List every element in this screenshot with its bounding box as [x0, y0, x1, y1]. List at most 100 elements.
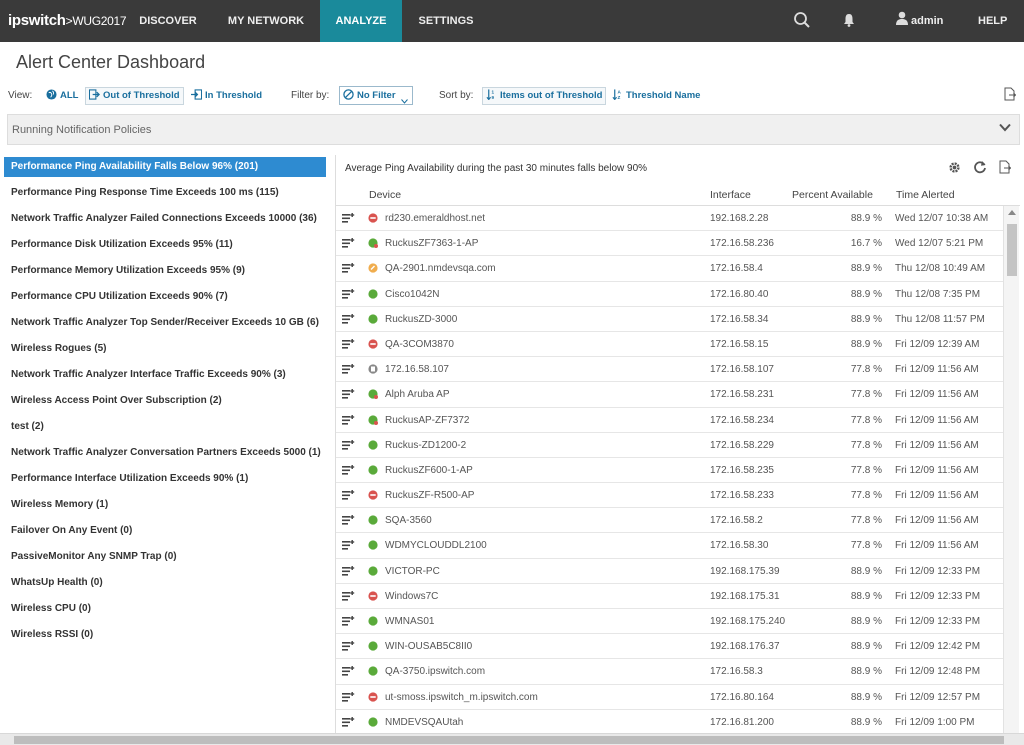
column-header-device[interactable]: Device	[369, 189, 402, 201]
device-name[interactable]: QA-2901.nmdevsqa.com	[385, 263, 496, 275]
threshold-item[interactable]: Performance Disk Utilization Exceeds 95%…	[11, 239, 233, 250]
row-menu-icon[interactable]	[341, 640, 355, 652]
vertical-scrollbar[interactable]	[1003, 206, 1019, 745]
row-menu-icon[interactable]	[341, 338, 355, 350]
table-row[interactable]: RuckusZD-3000 172.16.58.34 88.9 % Thu 12/08…	[336, 307, 1004, 332]
app-logo[interactable]: ipswitch>WUG2017	[8, 12, 127, 29]
row-menu-icon[interactable]	[341, 539, 355, 551]
export-icon[interactable]	[1004, 87, 1017, 101]
nav-my-network[interactable]: MY NETWORK	[227, 15, 305, 27]
table-row[interactable]: 172.16.58.107 172.16.58.107 77.8 % Fri 12/0…	[336, 357, 1004, 383]
device-name[interactable]: Windows7C	[385, 590, 439, 602]
threshold-item[interactable]: Performance Ping Response Time Exceeds 1…	[11, 187, 279, 198]
scrollbar-thumb[interactable]	[1007, 224, 1017, 276]
help-link[interactable]: HELP	[978, 15, 1008, 27]
table-row[interactable]: WIN-OUSAB5C8II0 192.168.176.37 88.9 % Fri 1…	[336, 634, 1004, 660]
table-row[interactable]: VICTOR-PC 192.168.175.39 88.9 % Fri 12/09 1…	[336, 559, 1004, 584]
row-menu-icon[interactable]	[341, 514, 355, 526]
table-row[interactable]: Cisco1042N 172.16.80.40 88.9 % Thu 12/08 7:…	[336, 282, 1004, 307]
user-menu[interactable]: admin	[911, 15, 944, 27]
table-row[interactable]: NMDEVSQAUtah 172.16.81.200 88.9 % Fri 12/09…	[336, 710, 1004, 735]
row-menu-icon[interactable]	[341, 665, 355, 677]
row-menu-icon[interactable]	[341, 489, 355, 501]
table-row[interactable]: ut-smoss.ipswitch_m.ipswitch.com 172.16.8…	[336, 685, 1004, 710]
row-menu-icon[interactable]	[341, 237, 355, 249]
threshold-item[interactable]: Network Traffic Analyzer Top Sender/Rece…	[11, 317, 319, 328]
row-menu-icon[interactable]	[341, 565, 355, 577]
row-menu-icon[interactable]	[341, 716, 355, 728]
device-name[interactable]: QA-3750.ipswitch.com	[385, 666, 486, 678]
device-name[interactable]: ut-smoss.ipswitch_m.ipswitch.com	[385, 691, 538, 703]
row-menu-icon[interactable]	[341, 439, 355, 451]
threshold-item[interactable]: Wireless Rogues (5)	[11, 343, 107, 354]
row-menu-icon[interactable]	[341, 363, 355, 375]
device-name[interactable]: rd230.emeraldhost.net	[385, 213, 486, 224]
bell-icon[interactable]	[843, 13, 855, 30]
table-row[interactable]: WMNAS01 192.168.175.240 88.9 % Fri 12/09 12…	[336, 609, 1004, 635]
chevron-down-icon[interactable]	[999, 123, 1011, 135]
row-menu-icon[interactable]	[341, 590, 355, 602]
row-menu-icon[interactable]	[341, 414, 355, 426]
threshold-item[interactable]: Performance CPU Utilization Exceeds 90% …	[11, 291, 228, 302]
gear-icon[interactable]	[948, 161, 961, 177]
threshold-item[interactable]: Performance Interface Utilization Exceed…	[11, 473, 249, 484]
sort-threshold-name-button[interactable]: A Z Threshold Name	[608, 87, 704, 105]
device-name[interactable]: Ruckus-ZD1200-2	[385, 439, 467, 451]
threshold-item[interactable]: test (2)	[11, 421, 44, 432]
device-name[interactable]: 172.16.58.107	[385, 364, 449, 376]
view-all-button[interactable]: ALL	[42, 87, 82, 105]
row-menu-icon[interactable]	[341, 691, 355, 703]
device-name[interactable]: WMNAS01	[385, 616, 435, 627]
table-row[interactable]: Ruckus-ZD1200-2 172.16.58.229 77.8 % Fri 12…	[336, 433, 1004, 458]
threshold-item[interactable]: Wireless RSSI (0)	[11, 629, 94, 640]
table-row[interactable]: RuckusAP-ZF7372 172.16.58.234 77.8 % Fri 12…	[336, 408, 1004, 433]
table-row[interactable]: QA-3750.ipswitch.com 172.16.58.3 88.9 % Fri…	[336, 659, 1004, 685]
threshold-item[interactable]: Network Traffic Analyzer Conversation Pa…	[11, 447, 321, 458]
scroll-up-icon[interactable]	[1008, 210, 1016, 215]
device-name[interactable]: NMDEVSQAUtah	[385, 716, 464, 728]
threshold-item[interactable]: WhatsUp Health (0)	[11, 577, 103, 588]
search-icon[interactable]	[793, 11, 811, 32]
table-row[interactable]: WDMYCLOUDDL2100 172.16.58.30 77.8 % Fri 12/…	[336, 533, 1004, 559]
column-header-time[interactable]: Time Alerted	[896, 189, 955, 201]
user-icon[interactable]	[896, 11, 908, 28]
device-name[interactable]: RuckusZF7363-1-AP	[385, 238, 479, 250]
device-name[interactable]: QA-3COM3870	[385, 338, 454, 350]
scrollbar-thumb[interactable]	[14, 736, 1004, 744]
filter-dropdown[interactable]: No Filter	[339, 86, 413, 105]
device-name[interactable]: RuckusZD-3000	[385, 313, 458, 325]
threshold-item[interactable]: Wireless Access Point Over Subscription …	[11, 395, 222, 406]
device-name[interactable]: RuckusZF600-1-AP	[385, 464, 473, 476]
row-menu-icon[interactable]	[341, 262, 355, 274]
nav-settings[interactable]: SETTINGS	[418, 15, 474, 27]
column-header-interface[interactable]: Interface	[710, 189, 751, 201]
table-row[interactable]: Windows7C 192.168.175.31 88.9 % Fri 12/09 1…	[336, 584, 1004, 609]
row-menu-icon[interactable]	[341, 615, 355, 627]
row-menu-icon[interactable]	[341, 288, 355, 300]
view-out-of-threshold-button[interactable]: Out of Threshold	[85, 87, 184, 105]
threshold-item[interactable]: Performance Ping Availability Falls Belo…	[4, 157, 326, 177]
threshold-item[interactable]: Network Traffic Analyzer Interface Traff…	[11, 369, 286, 380]
table-row[interactable]: RuckusZF600-1-AP 172.16.58.235 77.8 % Fri 1…	[336, 458, 1004, 484]
device-name[interactable]: RuckusAP-ZF7372	[385, 414, 470, 426]
table-row[interactable]: rd230.emeraldhost.net 192.168.2.28 88.9 % W…	[336, 206, 1004, 232]
device-name[interactable]: VICTOR-PC	[385, 565, 440, 577]
horizontal-scrollbar[interactable]	[0, 733, 1024, 745]
running-policies-bar[interactable]: Running Notification Policies	[7, 114, 1020, 145]
device-name[interactable]: Alph Aruba AP	[385, 389, 450, 401]
sort-items-out-button[interactable]: 1 9 Items out of Threshold	[482, 87, 607, 105]
device-name[interactable]: WIN-OUSAB5C8II0	[385, 641, 473, 653]
table-row[interactable]: RuckusZF7363-1-AP 172.16.58.236 16.7 % Wed …	[336, 231, 1004, 257]
row-menu-icon[interactable]	[341, 464, 355, 476]
nav-discover[interactable]: DISCOVER	[139, 15, 197, 27]
threshold-item[interactable]: Wireless CPU (0)	[11, 603, 91, 614]
table-row[interactable]: SQA-3560 172.16.58.2 77.8 % Fri 12/09 11:56…	[336, 508, 1004, 534]
row-menu-icon[interactable]	[341, 313, 355, 325]
threshold-item[interactable]: Performance Memory Utilization Exceeds 9…	[11, 265, 245, 276]
threshold-item[interactable]: Failover On Any Event (0)	[11, 525, 133, 536]
threshold-item[interactable]: Wireless Memory (1)	[11, 499, 109, 510]
table-row[interactable]: Alph Aruba AP 172.16.58.231 77.8 % Fri 12/0…	[336, 382, 1004, 408]
refresh-icon[interactable]	[973, 160, 987, 177]
table-row[interactable]: QA-2901.nmdevsqa.com 172.16.58.4 88.9 % Thu…	[336, 256, 1004, 282]
device-name[interactable]: RuckusZF-R500-AP	[385, 490, 475, 502]
